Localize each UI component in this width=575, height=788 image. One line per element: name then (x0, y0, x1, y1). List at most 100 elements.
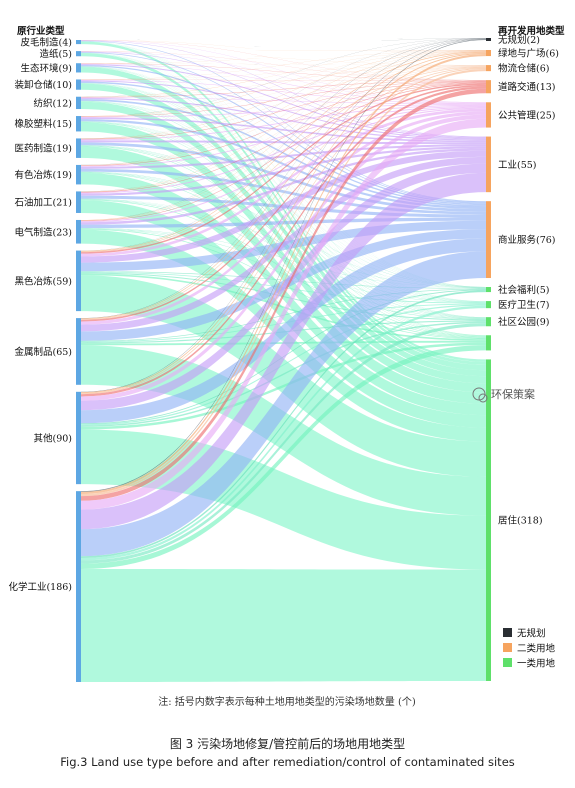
chart-note: 注: 括号内数字表示每种土地用地类型的污染场地数量 (个) (158, 695, 416, 708)
sankey-link (81, 38, 486, 319)
sankey-link (81, 81, 486, 140)
sankey-link (81, 51, 486, 252)
left-node-label: 医药制造(19) (14, 143, 72, 155)
sankey-link (81, 82, 486, 193)
sankey-link (81, 86, 486, 397)
sankey-link (81, 40, 486, 81)
sankey-link (81, 38, 486, 139)
sankey-link (81, 304, 486, 426)
sankey-link (81, 40, 486, 103)
sankey-link (81, 146, 486, 196)
sankey-link (81, 38, 486, 52)
sankey-link (81, 38, 486, 166)
sankey-link (81, 168, 486, 215)
sankey-link (81, 121, 486, 302)
legend-label: 一类用地 (517, 658, 556, 670)
sankey-link (81, 40, 486, 137)
left-node-bar (76, 191, 81, 213)
sankey-link (81, 65, 486, 80)
right-node-label: 道路交通(13) (498, 81, 556, 93)
sankey-link (81, 163, 486, 411)
sankey-link (81, 66, 486, 221)
sankey-link (81, 83, 486, 254)
sankey-link (81, 88, 486, 501)
left-node-bar (76, 116, 81, 132)
sankey-link (81, 345, 486, 516)
sankey-link (81, 104, 486, 141)
sankey-link (81, 171, 486, 303)
sankey-link (81, 107, 486, 223)
sankey-link (81, 119, 486, 210)
sankey-link (81, 568, 486, 682)
left-node-bar (76, 391, 81, 485)
sankey-link (81, 148, 486, 225)
sankey-link (81, 65, 486, 204)
sankey-link (81, 38, 486, 80)
sankey-link (81, 52, 486, 203)
sankey-link (81, 81, 486, 166)
sankey-link (81, 38, 486, 393)
sankey-link (81, 142, 486, 212)
sankey-link (81, 50, 486, 52)
left-node-bar (76, 138, 81, 158)
left-node-bar (76, 250, 81, 312)
sankey-link (81, 63, 486, 81)
sankey-link (81, 105, 486, 167)
right-node-label: 绿地与广场(6) (498, 48, 559, 60)
sankey-link (81, 65, 486, 139)
sankey-link (81, 140, 486, 145)
right-nodes: 无规划(2) 绿地与广场(6) 物流仓储(6) 道路交通(13) 公共管理(25) 工业(… (486, 34, 559, 681)
sankey-link (81, 303, 486, 343)
sankey-link (81, 305, 486, 561)
watermark-text: 环保策案 (491, 387, 535, 401)
right-node-bar (486, 102, 491, 128)
sankey-link (81, 82, 486, 222)
sankey-link (81, 67, 486, 320)
sankey-link (81, 81, 486, 117)
watermark: 环保策案 (472, 387, 535, 403)
right-node-bar (486, 359, 491, 681)
sankey-link (81, 39, 486, 492)
left-node-bar (76, 96, 81, 110)
sankey-link (81, 79, 486, 104)
left-node-bar (76, 79, 81, 90)
sankey-link (81, 38, 486, 117)
sankey-link (81, 51, 486, 103)
left-node-bar (76, 491, 81, 682)
left-node-label: 石油加工(21) (14, 197, 72, 209)
left-node-bar (76, 40, 81, 45)
left-node-label: 黑色冶炼(59) (14, 275, 72, 287)
sankey-link (81, 82, 486, 288)
wechat-icon-small (478, 393, 488, 403)
sankey-link (81, 104, 486, 118)
figure-caption-en: Fig.3 Land use type before and after rem… (60, 755, 515, 769)
left-node-label: 橡胶塑料(15) (14, 118, 72, 130)
sankey-link (81, 342, 486, 430)
left-nodes: 皮毛制造(4)造纸(5) 生态环境(9) 装卸仓储(10) 纺织(12) 橡胶塑料(15… (8, 37, 81, 682)
sankey-link (81, 106, 486, 194)
right-node-label: 无规划(2) (498, 34, 540, 46)
legend-swatch (503, 628, 512, 637)
sankey-link (81, 51, 486, 81)
left-node-label: 有色冶炼(19) (14, 169, 72, 181)
right-node-bar (486, 50, 491, 57)
left-node-bar (76, 318, 81, 385)
sankey-link (81, 40, 486, 66)
left-node-label: 生态环境(9) (21, 62, 72, 74)
left-node-label: 金属制品(65) (14, 346, 72, 358)
sankey-link (81, 52, 486, 320)
left-header: 原行业类型 (17, 25, 65, 37)
sankey-link (81, 50, 486, 80)
left-node-bar (76, 51, 81, 57)
sankey-link (81, 145, 486, 319)
sankey-link (81, 144, 486, 169)
sankey-link (81, 114, 486, 401)
right-node-bar (486, 287, 491, 293)
left-node-label: 其他(90) (33, 432, 72, 444)
right-node-label: 社区公园(9) (498, 316, 549, 328)
sankey-link (81, 63, 486, 66)
sankey-link (81, 83, 486, 318)
sankey-link (81, 238, 486, 424)
sankey-link (81, 38, 486, 221)
sankey-link (81, 251, 486, 557)
